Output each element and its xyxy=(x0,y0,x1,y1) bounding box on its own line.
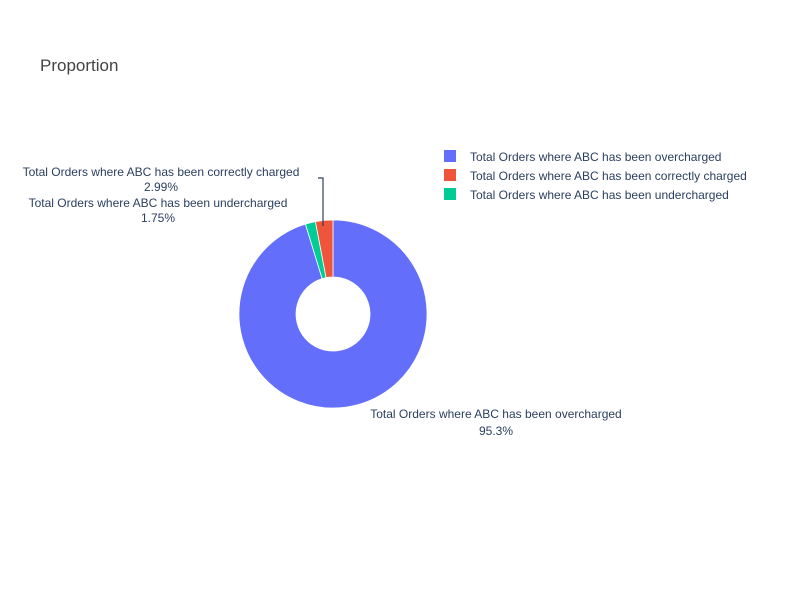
legend-label: Total Orders where ABC has been overchar… xyxy=(470,150,721,164)
slice-percent-over: 95.3% xyxy=(479,424,513,438)
legend-label: Total Orders where ABC has been correctl… xyxy=(470,169,747,183)
legend-item-overcharged[interactable]: Total Orders where ABC has been overchar… xyxy=(444,150,721,164)
legend-swatch xyxy=(444,169,456,181)
donut-slices xyxy=(238,219,428,409)
legend-swatch xyxy=(444,150,456,162)
slice-label-under: Total Orders where ABC has been undercha… xyxy=(29,196,288,210)
label-leader-line xyxy=(318,177,324,226)
legend-swatch xyxy=(444,188,456,200)
legend-label: Total Orders where ABC has been undercha… xyxy=(470,188,729,202)
slice-label-over: Total Orders where ABC has been overchar… xyxy=(370,407,621,421)
slice-percent-correct: 2.99% xyxy=(144,180,178,194)
legend-item-undercharged[interactable]: Total Orders where ABC has been undercha… xyxy=(444,188,729,202)
slice-percent-under: 1.75% xyxy=(141,211,175,225)
slice-overcharged[interactable] xyxy=(238,219,428,409)
slice-correctly-charged[interactable] xyxy=(314,219,334,279)
chart-title: Proportion xyxy=(40,56,118,75)
slice-label-correct: Total Orders where ABC has been correctl… xyxy=(23,165,300,179)
legend: Total Orders where ABC has been overchar… xyxy=(444,150,747,202)
legend-item-correctly-charged[interactable]: Total Orders where ABC has been correctl… xyxy=(444,169,747,183)
